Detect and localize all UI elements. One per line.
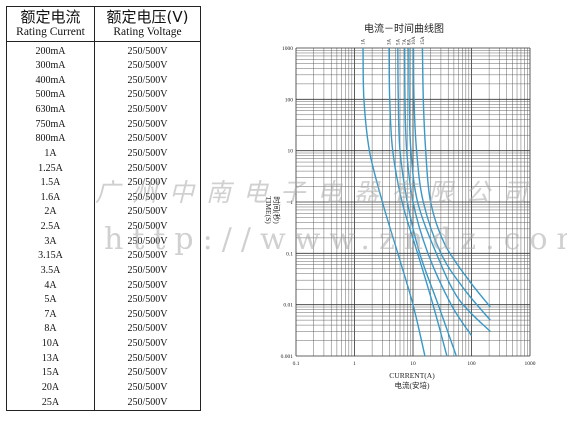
rating-voltage-cell: 250/500V bbox=[94, 88, 201, 103]
y-tick-label: 0.1 bbox=[286, 251, 293, 257]
header-current-en: Rating Current bbox=[16, 25, 85, 38]
table-row: 13A 250/500V bbox=[6, 351, 201, 366]
table-row: 15A 250/500V bbox=[6, 365, 201, 381]
y-tick-label: 1 bbox=[290, 200, 293, 206]
table-row: 1A 250/500V bbox=[6, 146, 201, 162]
series-curve-7a bbox=[404, 47, 473, 336]
rating-voltage-cell: 250/500V bbox=[94, 131, 201, 147]
series-label: 3A bbox=[388, 39, 393, 46]
y-axis-label-en: TIME(S) bbox=[264, 196, 273, 224]
table-row: 800mA 250/500V bbox=[6, 131, 201, 147]
rating-voltage-cell: 250/500V bbox=[94, 219, 201, 235]
series-label: 8A bbox=[407, 39, 412, 46]
table-row: 1.5A 250/500V bbox=[6, 175, 201, 191]
y-tick-label: 10 bbox=[288, 149, 294, 155]
rating-voltage-cell: 250/500V bbox=[94, 248, 201, 264]
series-curve-3a bbox=[388, 47, 448, 357]
table-row: 300mA 250/500V bbox=[6, 58, 201, 74]
x-tick-label: 100 bbox=[467, 361, 476, 367]
series-label: 10A bbox=[412, 36, 417, 45]
rating-voltage-cell: 250/500V bbox=[94, 102, 201, 118]
rating-voltage-cell: 250/500V bbox=[94, 292, 201, 308]
y-tick-label: 100 bbox=[285, 97, 294, 103]
rating-table: 额定电流 Rating Current 额定电压(V) Rating Volta… bbox=[6, 5, 201, 412]
series-curve-1a bbox=[362, 47, 426, 357]
rating-voltage-cell: 250/500V bbox=[94, 41, 201, 59]
table-row: 3.15A 250/500V bbox=[6, 248, 201, 264]
table-row: 8A 250/500V bbox=[6, 322, 201, 337]
table-row: 3.5A 250/500V bbox=[6, 263, 201, 279]
rating-voltage-cell: 250/500V bbox=[94, 161, 201, 176]
rating-voltage-cell: 250/500V bbox=[94, 58, 201, 74]
y-tick-label: 0.01 bbox=[283, 303, 293, 309]
table-row: 750mA 250/500V bbox=[6, 117, 201, 132]
series-label: 7A bbox=[403, 39, 408, 46]
chart-title: 电流－时间曲线图 bbox=[364, 22, 444, 35]
rating-voltage-cell: 250/500V bbox=[94, 190, 201, 206]
rating-voltage-cell: 250/500V bbox=[94, 146, 201, 162]
rating-voltage-cell: 250/500V bbox=[94, 365, 201, 381]
rating-voltage-cell: 250/500V bbox=[94, 395, 201, 412]
rating-voltage-cell: 250/500V bbox=[94, 336, 201, 352]
series-curve-8a bbox=[408, 47, 491, 332]
table-row: 10A 250/500V bbox=[6, 336, 201, 352]
series-label: 1A bbox=[362, 39, 367, 46]
chart-series bbox=[362, 47, 491, 357]
chart-tick-labels: 0.1 1 10 100 1000 1000 100 10 1 0.1 0.01 0.001 bbox=[281, 46, 536, 367]
rating-voltage-cell: 250/500V bbox=[94, 73, 201, 89]
series-curve-15a bbox=[421, 47, 491, 308]
rating-voltage-cell: 250/500V bbox=[94, 205, 201, 220]
header-rating-current: 额定电流 Rating Current bbox=[6, 5, 95, 43]
table-row: 25A 250/500V bbox=[6, 395, 201, 412]
x-tick-label: 10 bbox=[410, 361, 416, 367]
x-tick-label: 0.1 bbox=[293, 361, 300, 367]
series-label: 5A bbox=[396, 39, 401, 46]
chart-series-labels: 1A 3A 5A 7A 8A 10A 15A bbox=[362, 36, 426, 45]
header-rating-voltage: 额定电压(V) Rating Voltage bbox=[94, 5, 201, 43]
rating-voltage-cell: 250/500V bbox=[94, 307, 201, 323]
rating-voltage-cell: 250/500V bbox=[94, 278, 201, 293]
x-tick-label: 1000 bbox=[525, 361, 536, 367]
table-row: 1.25A 250/500V bbox=[6, 161, 201, 176]
table-row: 2.5A 250/500V bbox=[6, 219, 201, 235]
rating-voltage-cell: 250/500V bbox=[94, 234, 201, 249]
rating-table-body: 200mA 250/500V 300mA 250/500V 400mA 250/500V 5… bbox=[6, 41, 201, 412]
table-row: 7A 250/500V bbox=[6, 307, 201, 323]
table-row: 630mA 250/500V bbox=[6, 102, 201, 118]
rating-voltage-cell: 250/500V bbox=[94, 117, 201, 132]
table-row: 20A 250/500V bbox=[6, 380, 201, 396]
rating-voltage-cell: 250/500V bbox=[94, 380, 201, 396]
table-row: 2A 250/500V bbox=[6, 205, 201, 220]
series-curve-5a bbox=[397, 47, 457, 357]
table-row: 3A 250/500V bbox=[6, 234, 201, 249]
y-tick-label: 1000 bbox=[282, 46, 293, 52]
x-axis-label-zh: 电流(安培) bbox=[395, 380, 430, 390]
header-voltage-en: Rating Voltage bbox=[113, 25, 182, 38]
series-curve-10a bbox=[412, 47, 491, 321]
rating-voltage-cell: 250/500V bbox=[94, 263, 201, 279]
y-axis-label-zh: 时间(秒) bbox=[272, 196, 282, 224]
table-row: 200mA 250/500V bbox=[6, 41, 201, 59]
series-label: 15A bbox=[421, 36, 426, 45]
header-current-zh: 额定电流 bbox=[20, 8, 81, 26]
header-voltage-zh: 额定电压(V) bbox=[106, 8, 189, 26]
rating-voltage-cell: 250/500V bbox=[94, 175, 201, 191]
x-axis-label-en: CURRENT(A) bbox=[389, 371, 435, 380]
rating-voltage-cell: 250/500V bbox=[94, 351, 201, 366]
table-row: 500mA 250/500V bbox=[6, 88, 201, 103]
table-header-row: 额定电流 Rating Current 额定电压(V) Rating Volta… bbox=[6, 5, 201, 43]
y-tick-label: 0.001 bbox=[281, 354, 294, 360]
rating-voltage-cell: 250/500V bbox=[94, 322, 201, 337]
table-row: 5A 250/500V bbox=[6, 292, 201, 308]
table-row: 4A 250/500V bbox=[6, 278, 201, 293]
table-row: 400mA 250/500V bbox=[6, 73, 201, 89]
table-row: 1.6A 250/500V bbox=[6, 190, 201, 206]
x-tick-label: 1 bbox=[353, 361, 356, 367]
